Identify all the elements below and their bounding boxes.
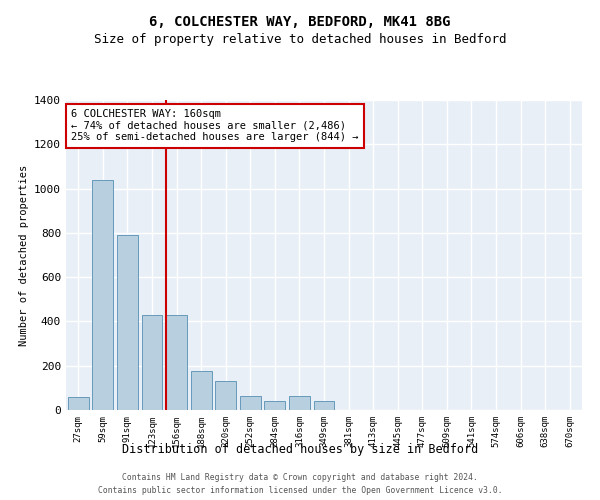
- Bar: [68, 398, 89, 410]
- Bar: [265, 401, 286, 410]
- Bar: [215, 381, 236, 410]
- Bar: [142, 315, 163, 410]
- Text: 6, COLCHESTER WAY, BEDFORD, MK41 8BG: 6, COLCHESTER WAY, BEDFORD, MK41 8BG: [149, 15, 451, 29]
- Bar: [117, 235, 138, 410]
- Text: Distribution of detached houses by size in Bedford: Distribution of detached houses by size …: [122, 442, 478, 456]
- Bar: [240, 396, 261, 410]
- Bar: [166, 315, 187, 410]
- Bar: [92, 180, 113, 410]
- Bar: [289, 396, 310, 410]
- Bar: [314, 401, 334, 410]
- Text: Contains HM Land Registry data © Crown copyright and database right 2024.: Contains HM Land Registry data © Crown c…: [122, 472, 478, 482]
- Y-axis label: Number of detached properties: Number of detached properties: [19, 164, 29, 346]
- Text: Contains public sector information licensed under the Open Government Licence v3: Contains public sector information licen…: [98, 486, 502, 495]
- Bar: [191, 371, 212, 410]
- Text: 6 COLCHESTER WAY: 160sqm
← 74% of detached houses are smaller (2,486)
25% of sem: 6 COLCHESTER WAY: 160sqm ← 74% of detach…: [71, 110, 359, 142]
- Text: Size of property relative to detached houses in Bedford: Size of property relative to detached ho…: [94, 32, 506, 46]
